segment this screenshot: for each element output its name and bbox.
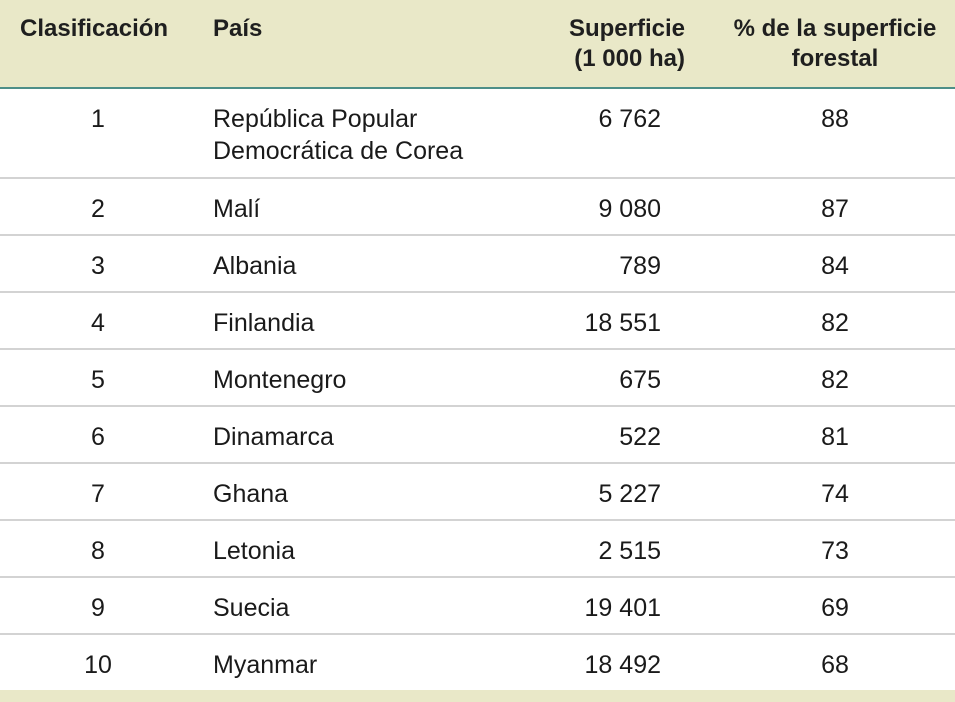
header-rank: Clasificación [20, 15, 169, 42]
header-country: País [213, 15, 263, 42]
forest-percent-cell: 82 [821, 309, 849, 337]
country-cell: Ghana [213, 480, 289, 508]
table-row: 4 Finlandia 18 551 82 [0, 293, 955, 350]
table-row: 2 Malí 9 080 87 [0, 179, 955, 236]
country-cell: Albania [213, 252, 297, 280]
rank-cell: 7 [91, 480, 105, 508]
header-forest-percent: % de la superficie forestal [716, 14, 954, 74]
area-cell: 789 [619, 252, 661, 280]
country-cell: Myanmar [213, 651, 318, 679]
rank-cell: 6 [91, 423, 105, 451]
table-row: 7 Ghana 5 227 74 [0, 464, 955, 521]
header-area-line2: (1 000 ha) [574, 45, 685, 72]
rank-cell: 10 [84, 651, 112, 679]
table-row: 9 Suecia 19 401 69 [0, 578, 955, 635]
area-cell: 675 [619, 366, 661, 394]
area-cell: 6 762 [598, 105, 661, 133]
country-cell: Dinamarca [213, 423, 334, 451]
rank-cell: 9 [91, 594, 105, 622]
rank-cell: 1 [91, 105, 105, 133]
area-cell: 18 551 [584, 309, 661, 337]
header-pct-line1: % de la superficie [733, 15, 937, 42]
area-cell: 5 227 [598, 480, 661, 508]
country-cell: Finlandia [213, 309, 315, 337]
forest-percent-cell: 73 [821, 537, 849, 565]
table-header: Clasificación País Superficie (1 000 ha)… [0, 0, 955, 89]
header-pct-line2: forestal [791, 45, 879, 72]
rank-cell: 8 [91, 537, 105, 565]
country-cell: Letonia [213, 537, 296, 565]
country-cell: República Popular Democrática de Corea [213, 105, 464, 165]
forest-percent-cell: 82 [821, 366, 849, 394]
table-row: 1 República Popular Democrática de Corea… [0, 89, 955, 179]
header-area-line1: Superficie [568, 15, 685, 42]
table-body: 1 República Popular Democrática de Corea… [0, 89, 955, 692]
rank-cell: 5 [91, 366, 105, 394]
country-cell: Montenegro [213, 366, 347, 394]
area-cell: 2 515 [598, 537, 661, 565]
area-cell: 9 080 [598, 195, 661, 223]
table-footer-band [0, 690, 955, 702]
forest-percent-cell: 87 [821, 195, 849, 223]
country-cell: Suecia [213, 594, 290, 622]
table-row: 8 Letonia 2 515 73 [0, 521, 955, 578]
forest-percent-cell: 81 [821, 423, 849, 451]
table-row: 10 Myanmar 18 492 68 [0, 635, 955, 692]
forest-percent-cell: 69 [821, 594, 849, 622]
table-row: 3 Albania 789 84 [0, 236, 955, 293]
rank-cell: 2 [91, 195, 105, 223]
forest-percent-cell: 74 [821, 480, 849, 508]
forest-percent-cell: 88 [821, 105, 849, 133]
area-cell: 19 401 [584, 594, 661, 622]
rank-cell: 4 [91, 309, 105, 337]
forest-percent-cell: 84 [821, 252, 849, 280]
rank-cell: 3 [91, 252, 105, 280]
area-cell: 18 492 [584, 651, 661, 679]
table-row: 6 Dinamarca 522 81 [0, 407, 955, 464]
header-area: Superficie (1 000 ha) [569, 14, 685, 74]
table-row: 5 Montenegro 675 82 [0, 350, 955, 407]
forest-percent-cell: 68 [821, 651, 849, 679]
country-cell: Malí [213, 195, 261, 223]
area-cell: 522 [619, 423, 661, 451]
